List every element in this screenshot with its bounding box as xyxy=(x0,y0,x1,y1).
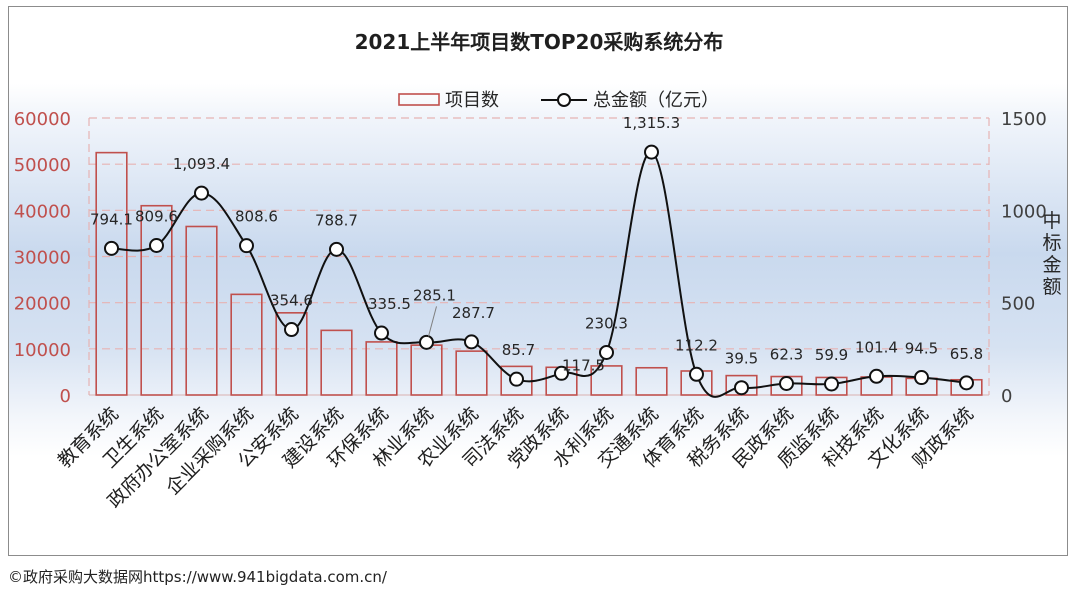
chart-title: 2021上半年项目数TOP20采购系统分布 xyxy=(355,30,724,54)
bar xyxy=(95,151,128,396)
line-point xyxy=(149,237,164,253)
line-point xyxy=(464,334,479,350)
data-label: 808.6 xyxy=(235,208,278,226)
line-point xyxy=(284,322,299,338)
data-label: 1,093.4 xyxy=(173,155,230,173)
line-point xyxy=(734,380,749,396)
line-point xyxy=(599,344,614,360)
bar xyxy=(410,344,443,396)
y-right-axis-label: 标 xyxy=(1042,232,1061,254)
copyright-footer: ©政府采购大数据网https://www.941bigdata.com.cn/ xyxy=(8,568,387,586)
data-label: 1,315.3 xyxy=(623,114,680,132)
y-right-axis-label: 金 xyxy=(1042,254,1061,276)
y-left-tick-label: 60000 xyxy=(14,109,71,130)
bar xyxy=(590,365,623,396)
bar xyxy=(185,225,218,396)
bar xyxy=(455,350,488,396)
data-label: 62.3 xyxy=(770,345,803,363)
y-left-tick-label: 30000 xyxy=(14,248,71,269)
data-label: 354.6 xyxy=(270,292,313,310)
line-point xyxy=(104,240,119,256)
line-point xyxy=(914,370,929,386)
line-point xyxy=(689,366,704,382)
line-point xyxy=(554,365,569,381)
data-label: 59.9 xyxy=(815,346,848,364)
line-point xyxy=(419,334,434,350)
bar xyxy=(230,293,263,396)
y-left-tick-label: 0 xyxy=(60,386,71,407)
bar xyxy=(320,329,353,396)
data-label: 94.5 xyxy=(905,340,938,358)
line-point xyxy=(194,185,209,201)
legend-bar-swatch xyxy=(398,93,440,106)
y-left-tick-label: 10000 xyxy=(14,340,71,361)
y-right-tick-label: 0 xyxy=(1001,386,1012,407)
y-right-tick-label: 1000 xyxy=(1001,201,1047,222)
line-point xyxy=(509,371,524,387)
data-label: 117.5 xyxy=(562,356,605,374)
line-point xyxy=(239,238,254,254)
chart-frame: 794.1 809.6 1,093.4 808.6 354.6 788.7 335.5 285… xyxy=(8,6,1068,556)
y-right-tick-label: 500 xyxy=(1001,294,1035,315)
line-point xyxy=(959,375,974,391)
data-label: 112.2 xyxy=(675,336,718,354)
data-label: 809.6 xyxy=(135,207,178,225)
bar xyxy=(140,204,173,396)
data-label: 335.5 xyxy=(368,295,411,313)
data-label: 287.7 xyxy=(452,304,495,322)
data-label: 285.1 xyxy=(413,286,456,304)
bar xyxy=(635,366,668,396)
data-label: 65.8 xyxy=(950,345,983,363)
legend-marker-icon xyxy=(557,93,571,107)
y-right-axis-label: 额 xyxy=(1042,276,1061,298)
data-label: 794.1 xyxy=(90,210,133,228)
line-point xyxy=(644,144,659,160)
data-label: 230.3 xyxy=(585,314,628,332)
line-point xyxy=(329,241,344,257)
y-left-tick-label: 40000 xyxy=(14,201,71,222)
y-right-axis-label: 中 xyxy=(1042,210,1061,232)
line-point xyxy=(779,375,794,391)
data-label: 39.5 xyxy=(725,350,758,368)
line-point xyxy=(374,325,389,341)
bar xyxy=(275,312,308,396)
data-label: 85.7 xyxy=(502,341,535,359)
line-point xyxy=(824,376,839,392)
y-left-tick-label: 20000 xyxy=(14,294,71,315)
y-right-tick-label: 1500 xyxy=(1001,109,1047,130)
line-point xyxy=(869,368,884,384)
legend-label-count: 项目数 xyxy=(445,90,499,111)
bar xyxy=(365,341,398,396)
y-left-tick-label: 50000 xyxy=(14,155,71,176)
chart: 794.1 809.6 1,093.4 808.6 354.6 788.7 335.5 285… xyxy=(14,30,1062,513)
data-label: 788.7 xyxy=(315,211,358,229)
label-leader-line xyxy=(428,306,437,337)
data-label: 101.4 xyxy=(855,338,898,356)
legend-label-amount: 总金额（亿元） xyxy=(593,90,719,111)
